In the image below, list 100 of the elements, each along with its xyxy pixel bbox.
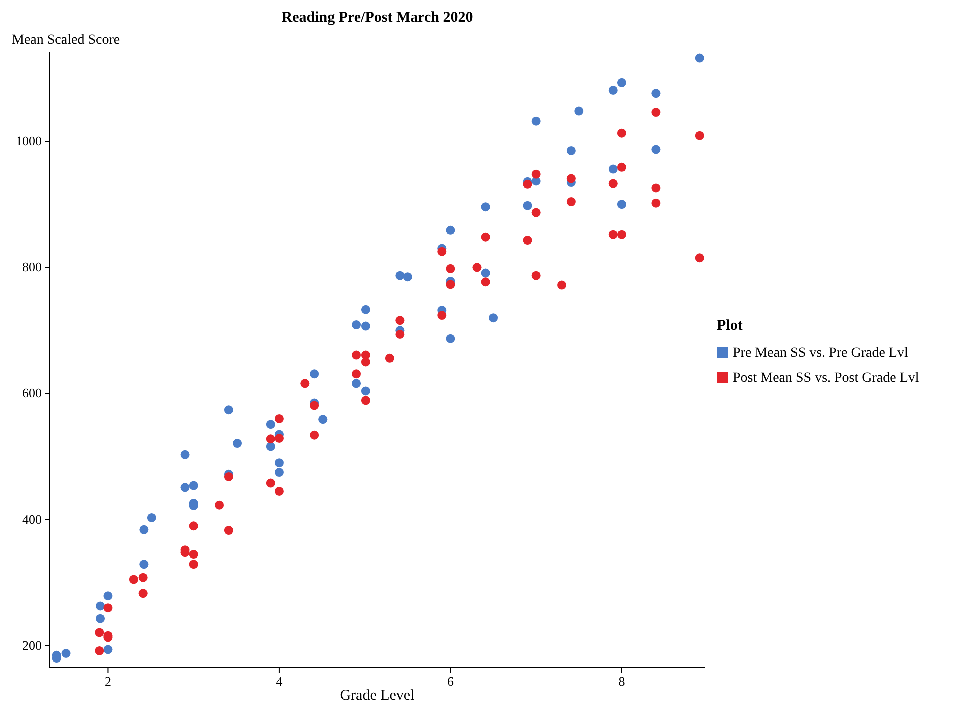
point [481, 232, 490, 242]
point [104, 592, 113, 601]
point [481, 278, 490, 287]
point [361, 322, 370, 331]
point [481, 202, 490, 212]
x-tick-label: 4 [276, 674, 284, 689]
legend-label: Post Mean SS vs. Post Grade Lvl [733, 371, 920, 386]
point [266, 434, 276, 444]
point [224, 406, 234, 415]
point [274, 468, 284, 478]
point [481, 268, 490, 278]
point [274, 486, 284, 496]
point [403, 272, 412, 282]
point [318, 415, 328, 424]
point [396, 330, 405, 339]
point [608, 230, 618, 240]
point [361, 305, 370, 314]
point [438, 247, 447, 256]
point [310, 370, 320, 379]
point [617, 162, 626, 172]
point [95, 628, 104, 638]
point [532, 170, 541, 179]
point [361, 396, 370, 406]
point [472, 263, 482, 272]
point [104, 645, 113, 654]
x-tick-label: 6 [447, 674, 454, 689]
point [695, 131, 704, 140]
y-tick-label: 400 [22, 512, 42, 527]
point [189, 522, 198, 531]
point [62, 649, 71, 658]
point [147, 513, 156, 522]
point [310, 430, 320, 440]
point [532, 116, 541, 126]
point [224, 526, 234, 536]
point [352, 320, 362, 330]
point [310, 401, 320, 410]
point [140, 560, 149, 570]
point [180, 450, 190, 460]
point [574, 106, 584, 116]
point [523, 236, 532, 246]
point [95, 646, 104, 656]
point [138, 589, 148, 598]
point [523, 180, 532, 189]
x-tick-label: 2 [104, 674, 112, 689]
point [608, 179, 618, 188]
point [233, 439, 242, 448]
point [274, 458, 284, 468]
point [652, 89, 661, 98]
point [523, 201, 532, 210]
point [446, 280, 456, 290]
point [438, 311, 447, 320]
point [652, 184, 661, 193]
point [695, 54, 704, 63]
point [180, 483, 190, 492]
point [652, 145, 661, 154]
point [215, 500, 224, 510]
point [138, 573, 148, 582]
point [266, 442, 276, 452]
point [608, 86, 618, 95]
point [140, 525, 149, 534]
chart-title: Reading Pre/Post March 2020 [282, 10, 474, 26]
point [617, 128, 626, 138]
point [617, 78, 626, 88]
point [532, 271, 541, 280]
point [695, 254, 704, 263]
point [274, 414, 284, 424]
point [617, 230, 626, 240]
point [104, 604, 113, 613]
legend-title: Plot [717, 318, 743, 334]
point [189, 560, 198, 570]
x-axis-title: Grade Level [340, 688, 415, 704]
point [652, 198, 661, 208]
point [274, 434, 284, 443]
point [566, 146, 576, 156]
y-axis-title: Mean Scaled Score [12, 33, 120, 48]
point [189, 481, 198, 490]
y-tick-label: 800 [22, 260, 42, 275]
point [396, 316, 405, 326]
point [532, 208, 541, 218]
x-tick-label: 8 [618, 674, 626, 689]
point [396, 271, 405, 280]
point [558, 280, 567, 290]
point [361, 358, 370, 367]
point [617, 200, 626, 210]
point [489, 314, 498, 323]
point [129, 575, 138, 584]
point [361, 386, 370, 396]
point [266, 478, 276, 488]
point [446, 226, 456, 235]
point [566, 174, 576, 184]
point [652, 108, 661, 118]
y-tick-label: 1000 [16, 134, 42, 149]
legend-label: Pre Mean SS vs. Pre Grade Lvl [733, 346, 908, 361]
point [96, 602, 106, 611]
point [566, 198, 576, 207]
point [352, 350, 362, 360]
point [300, 379, 310, 388]
point [446, 334, 456, 344]
y-tick-label: 600 [22, 386, 42, 401]
point [224, 472, 234, 482]
